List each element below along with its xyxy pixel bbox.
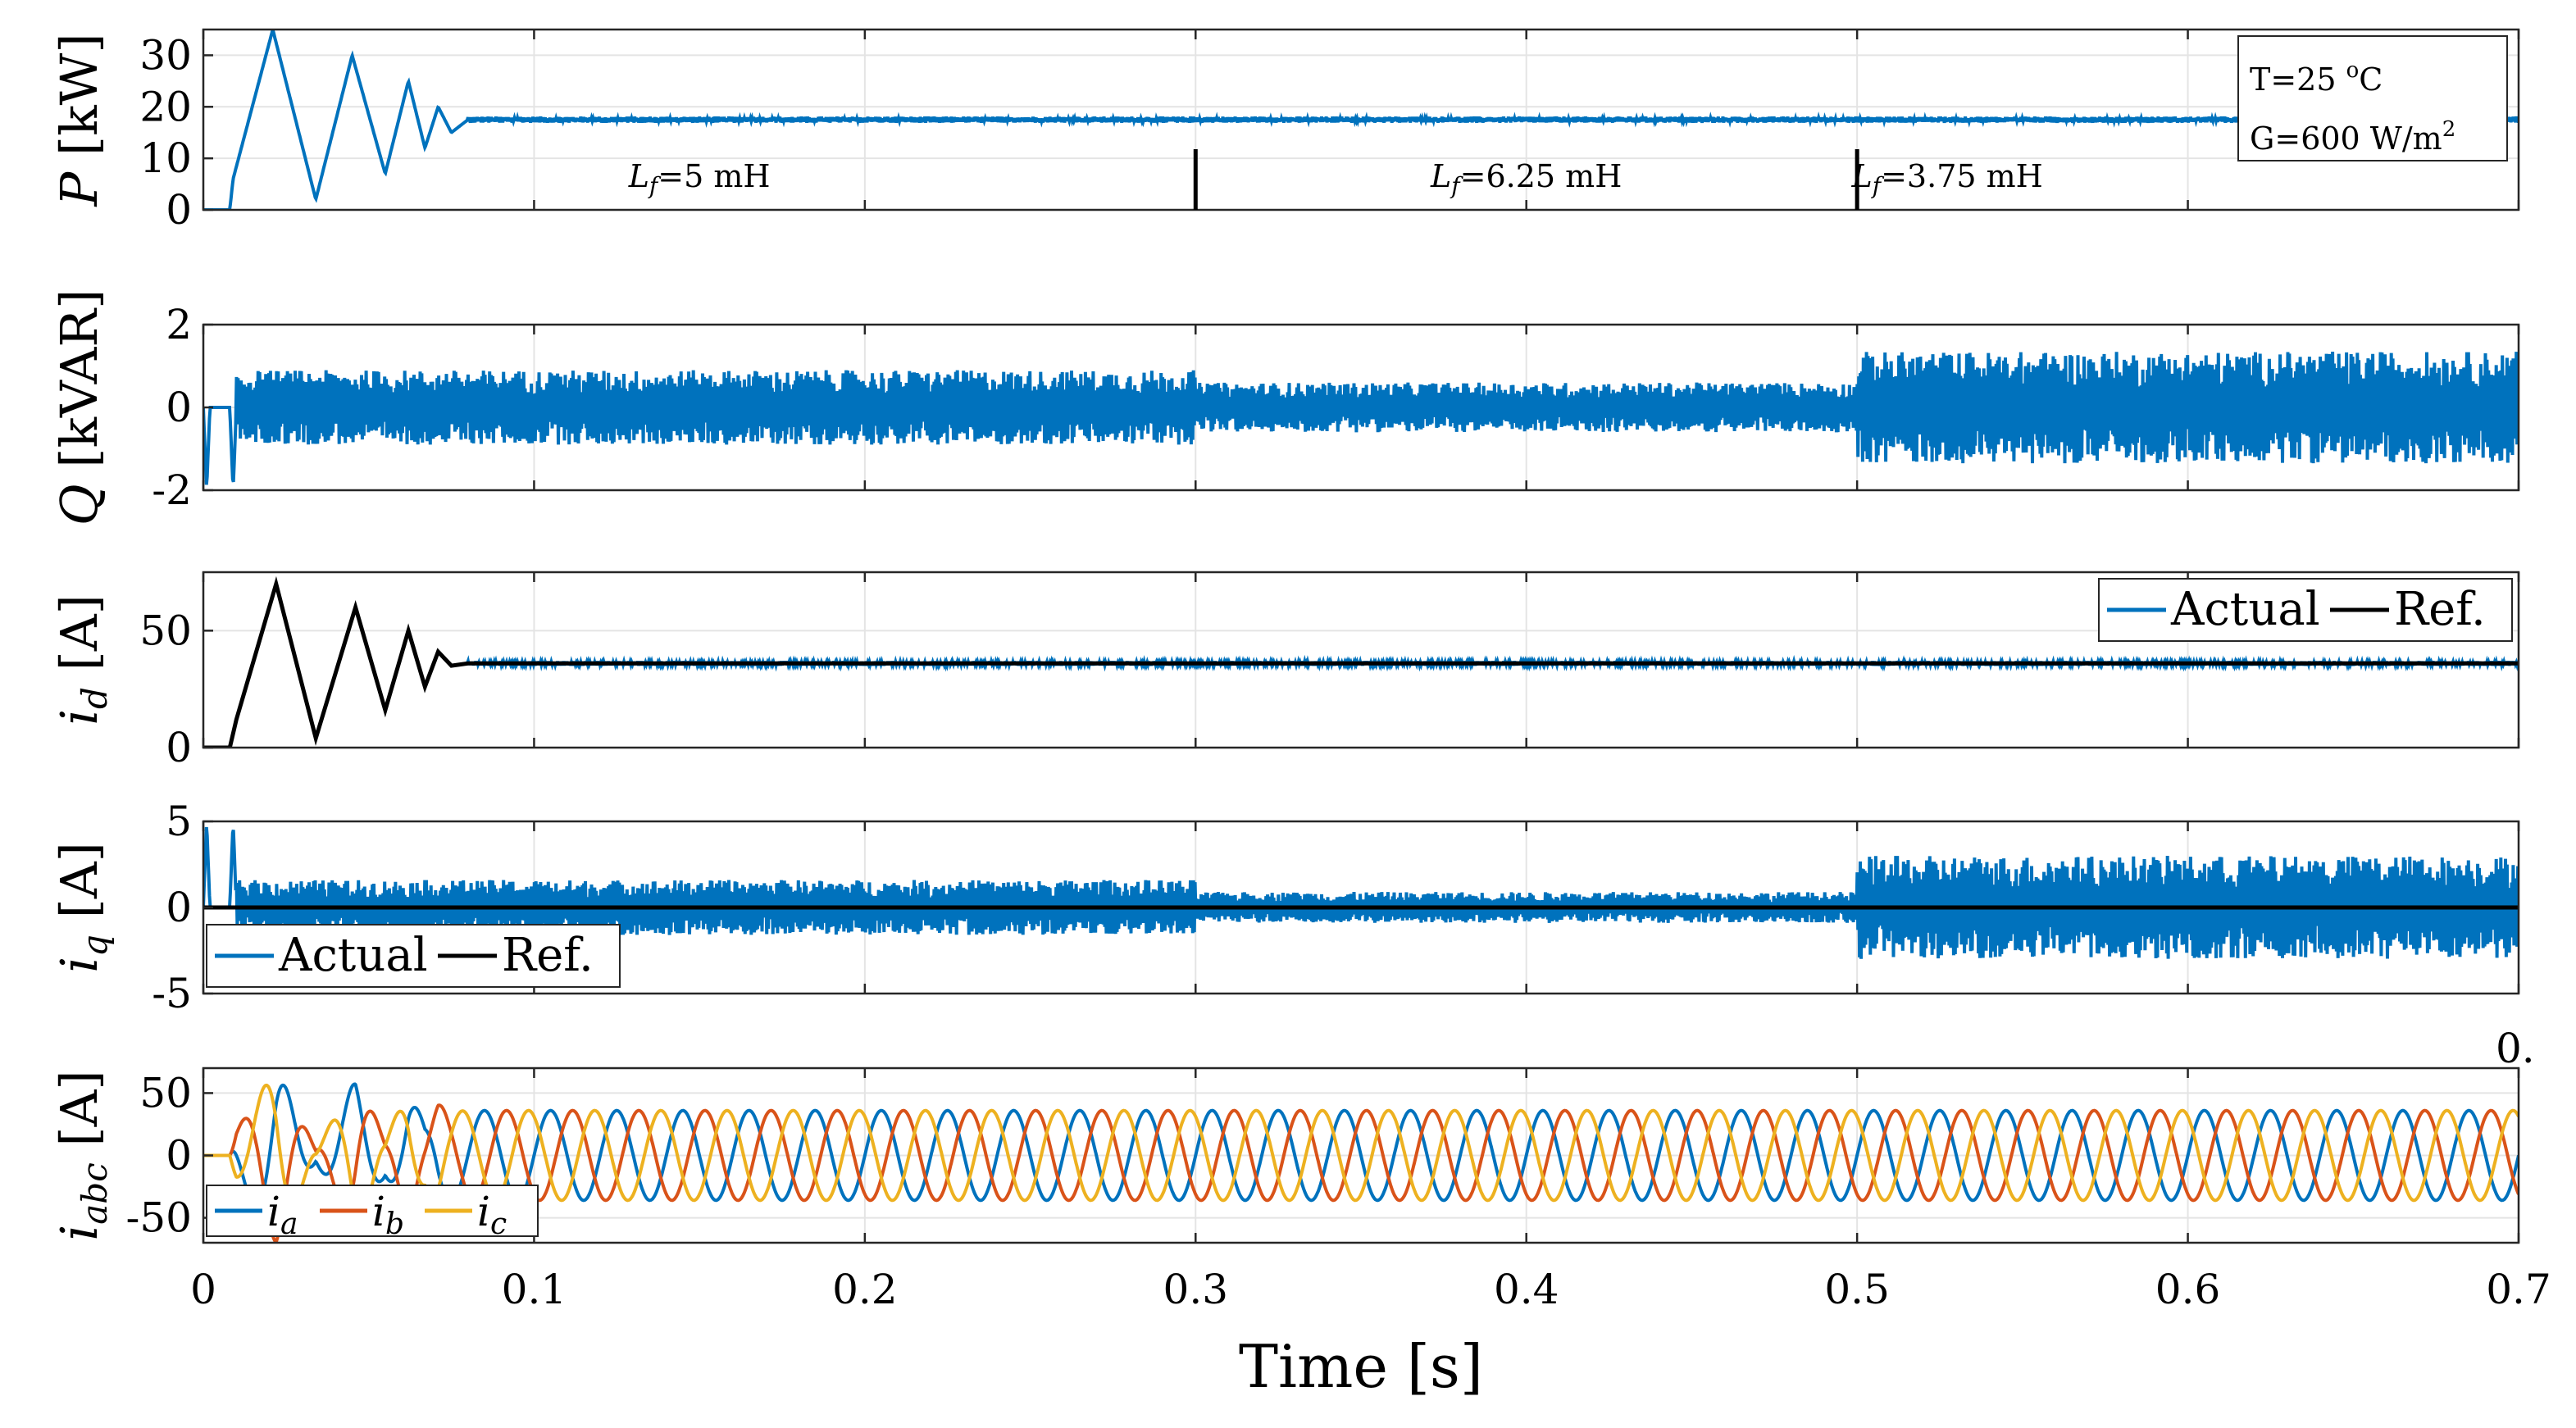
y-tick-label: -5 [152, 970, 192, 1017]
y-axis-label: iq [A] [49, 842, 115, 973]
legend-label: Actual [278, 929, 428, 982]
panel-iabc: -50 0 50 iabc [A] ia ib ic [49, 1066, 2520, 1244]
legend: Actual Ref. [206, 924, 621, 988]
legend-box [2098, 578, 2513, 642]
panel-Q: -2 0 2 Q [kVAR] [49, 289, 2520, 526]
irradiance-label: G=600 W/m2 [2250, 117, 2455, 157]
y-tick-label: 0 [166, 884, 192, 931]
y-tick-label: 10 [139, 134, 192, 182]
y-tick-label: 20 [139, 83, 192, 130]
series-P-P [203, 30, 2519, 210]
legend-label: Ref. [2394, 583, 2486, 636]
plot-area [203, 1082, 2519, 1243]
panel-id: 0 50 id [A] Actual Ref. [49, 571, 2520, 771]
legend-label: ib [372, 1188, 404, 1241]
x-tick-label: 0.3 [1163, 1266, 1229, 1313]
segment-label: Lf=3.75 mH [1850, 158, 2042, 199]
legend-label: Actual [2170, 583, 2320, 636]
y-tick-label: 0 [166, 1132, 192, 1180]
legend-label: Ref. [502, 929, 594, 982]
series-i_c [203, 1083, 2519, 1221]
segment-label: Lf=6.25 mH [1430, 158, 1622, 199]
y-tick-label: 0 [166, 384, 192, 431]
y-tick-label: -50 [125, 1194, 192, 1242]
y-axis-label: P [kW] [49, 33, 109, 207]
y-tick-label: 5 [166, 798, 192, 845]
conditions-frame [2237, 35, 2508, 161]
y-axis-label: iabc [A] [49, 1070, 115, 1240]
y-tick-label: 30 [139, 31, 192, 79]
y-tick-label: 0 [166, 724, 192, 771]
x-tick-label: 0.4 [1494, 1266, 1559, 1313]
x-tick-label: 0 [190, 1266, 216, 1313]
y-axis-label: Q [kVAR] [49, 289, 109, 526]
legend-label: ic [477, 1188, 507, 1241]
y-tick-label: 50 [139, 1069, 192, 1116]
y-tick-label: 2 [166, 301, 192, 348]
panel-iq: -5 0 5 iq [A] Actual Ref. [49, 798, 2520, 1017]
x-tick-label: 0.7 [2486, 1266, 2551, 1313]
legend: Actual Ref. [2098, 578, 2513, 642]
x-tick-label: 0.2 [832, 1266, 898, 1313]
series-i_a [203, 1082, 2519, 1211]
cut-off-label: 0. [2496, 1025, 2535, 1072]
legend-label: ia [267, 1188, 298, 1241]
inductance-annotations: Lf=5 mH Lf=6.25 mH Lf=3.75 mH [628, 149, 2043, 210]
segment-label: Lf=5 mH [628, 158, 771, 199]
series-id-Ref. [203, 575, 2519, 748]
temperature-label: T=25 oC [2250, 58, 2383, 98]
axes-box [202, 571, 2520, 749]
x-tick-label: 0.6 [2155, 1266, 2221, 1313]
y-tick-label: -2 [152, 466, 192, 514]
axes-box [202, 28, 2520, 211]
y-axis-label: id [A] [49, 594, 115, 725]
y-tick-label: 0 [166, 186, 192, 234]
plot-area [203, 575, 2519, 748]
x-axis-label: Time [s] [1239, 1332, 1483, 1401]
plot-area [203, 30, 2519, 210]
plot-area [203, 351, 2519, 485]
x-tick-label: 0.5 [1824, 1266, 1890, 1313]
legend-box [206, 924, 621, 988]
x-tick-label: 0.1 [502, 1266, 567, 1313]
legend: ia ib ic [206, 1185, 539, 1241]
series-i_b [203, 1103, 2519, 1243]
conditions-box: T=25 oC G=600 W/m2 [2237, 35, 2508, 161]
y-tick-label: 50 [139, 607, 192, 654]
series-Q-Q [203, 351, 2519, 485]
